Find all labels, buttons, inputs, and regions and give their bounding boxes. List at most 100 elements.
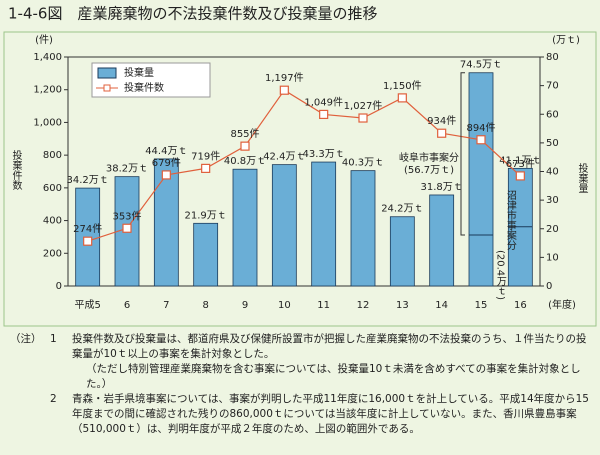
line-marker (161, 170, 171, 180)
line-value-label: 934件 (427, 115, 456, 127)
annotation-value: (56.7万ｔ) (404, 165, 454, 176)
x-tick-label: 16 (514, 300, 527, 311)
y2-title: 投棄量 (576, 162, 588, 193)
bar-value-label: 21.9万ｔ (185, 210, 227, 221)
line-value-label: 1,027件 (344, 100, 383, 112)
line-marker (319, 109, 329, 120)
bar (429, 194, 455, 287)
x-tick-label: 12 (357, 300, 370, 311)
y-tick-label: 1,400 (33, 52, 62, 63)
y2-tick-label: 0 (546, 281, 552, 292)
note-number: 2 (50, 393, 57, 405)
bar-value-label: 42.4万ｔ (263, 152, 305, 163)
y-tick-label: 1,000 (33, 117, 62, 128)
bar-value-label: 31.8万ｔ (421, 182, 463, 193)
line-marker (83, 236, 93, 246)
x-tick-label: 11 (317, 300, 330, 311)
y-tick-label: 600 (43, 183, 62, 194)
y2-tick-label: 10 (546, 252, 559, 263)
annotation: 岐阜市事案分 (399, 151, 459, 164)
y2-tick-label: 80 (546, 52, 559, 63)
bar (468, 72, 494, 287)
line-marker (397, 93, 407, 103)
line-value-label: 679件 (152, 157, 181, 169)
y-tick-label: 0 (56, 281, 62, 292)
y-tick-label: 400 (43, 216, 62, 227)
x-title: (年度) (548, 298, 576, 311)
line (87, 89, 521, 242)
x-tick-label: 13 (396, 300, 409, 311)
line-marker (358, 113, 368, 123)
y-title: 投棄件数 (10, 149, 22, 191)
note: 2 青森・岩手県境事案については、事案が判明した平成11年度に16,000ｔを計… (10, 392, 590, 437)
y2-tick-label: 60 (546, 109, 559, 120)
y-tick-label: 200 (43, 248, 62, 259)
line-value-label: 673件 (506, 158, 535, 170)
note: （注） 1 投棄件数及び投棄量は、都道府県及び保健所設置市が把握した産業廃棄物の… (10, 332, 590, 362)
bracket (460, 72, 465, 236)
x-tick-label: 10 (278, 300, 291, 311)
y2-tick-label: 70 (546, 81, 559, 92)
line-value-label: 855件 (230, 128, 259, 140)
y2-tick-label: 40 (546, 167, 559, 178)
bar-value-label: 44.4万ｔ (145, 146, 187, 157)
line-marker (476, 135, 486, 145)
chart-frame (3, 31, 597, 327)
line-value-label: 894件 (466, 122, 495, 134)
y2-tick-label: 50 (546, 138, 559, 149)
y2-tick-label: 30 (546, 195, 559, 206)
notes: （注） 1 投棄件数及び投棄量は、都道府県及び保健所設置市が把握した産業廃棄物の… (10, 332, 590, 437)
legend-label: 投棄件数 (124, 81, 164, 94)
x-tick-label: 6 (124, 300, 130, 311)
line-value-label: 1,049件 (304, 96, 343, 108)
bar (389, 216, 415, 287)
x-tick-label: 14 (435, 300, 448, 311)
bar-value-label: 43.3万ｔ (303, 149, 345, 160)
x-tick-label: 15 (475, 300, 488, 311)
bar-value-label: 24.2万ｔ (381, 204, 423, 215)
bar-value-label: 38.2万ｔ (106, 164, 148, 175)
legend-swatch (103, 84, 111, 92)
y-unit: (件) (35, 34, 53, 46)
line-marker (515, 171, 525, 181)
note-text: 投棄件数及び投棄量は、都道府県及び保健所設置市が把握した産業廃棄物の不法投棄のう… (72, 333, 587, 360)
annotation-value: (20.4万ｔ) (494, 250, 506, 300)
y2-unit: (万ｔ) (552, 35, 580, 46)
legend-swatch (97, 67, 117, 79)
x-tick-label: 7 (163, 300, 169, 311)
bar (311, 161, 337, 287)
line-value-label: 1,150件 (383, 80, 422, 92)
bar (153, 158, 179, 287)
chart: 1-4-6図 産業廃棄物の不法投棄件数及び投棄量の推移 (件) (万ｔ) 投棄件… (3, 5, 597, 327)
line-value-label: 353件 (112, 210, 141, 222)
note: （ただし特別管理産業廃棄物を含む事案については、投棄量10ｔ未満を含めすべての事… (10, 362, 590, 392)
y-tick-label: 800 (43, 150, 62, 161)
x-tick-label: 8 (202, 300, 208, 311)
bar-value-label: 41.1万ｔ (499, 155, 541, 166)
bar-value-label: 40.3万ｔ (342, 158, 384, 169)
y-tick-label: 1,200 (33, 85, 62, 96)
note-sub: （ただし特別管理産業廃棄物を含む事案については、投棄量10ｔ未満を含めすべての事… (86, 363, 581, 390)
bar-value-label: 74.5万ｔ (460, 60, 502, 71)
line-marker (201, 163, 211, 173)
line-marker (122, 223, 132, 233)
line-value-label: 1,197件 (265, 72, 304, 84)
bar (193, 222, 219, 287)
chart-title: 1-4-6図 産業廃棄物の不法投棄件数及び投棄量の推移 (8, 5, 377, 23)
x-tick-label: 9 (242, 300, 248, 311)
x-tick-label: 平成5 (74, 299, 100, 311)
bar-value-label: 34.2万ｔ (67, 175, 109, 186)
legend-label: 投棄量 (124, 66, 154, 79)
bar-value-label: 40.8万ｔ (224, 156, 266, 167)
line-marker (279, 85, 289, 95)
line-marker (437, 128, 447, 138)
y2-tick-label: 20 (546, 224, 559, 235)
annotation: 沼津市事案分 (504, 189, 516, 251)
bar (232, 168, 258, 287)
note-label: （注） (10, 333, 42, 345)
line-value-label: 274件 (73, 223, 102, 235)
bar (271, 164, 297, 287)
line-marker (240, 141, 250, 151)
note-number: 1 (50, 333, 57, 345)
